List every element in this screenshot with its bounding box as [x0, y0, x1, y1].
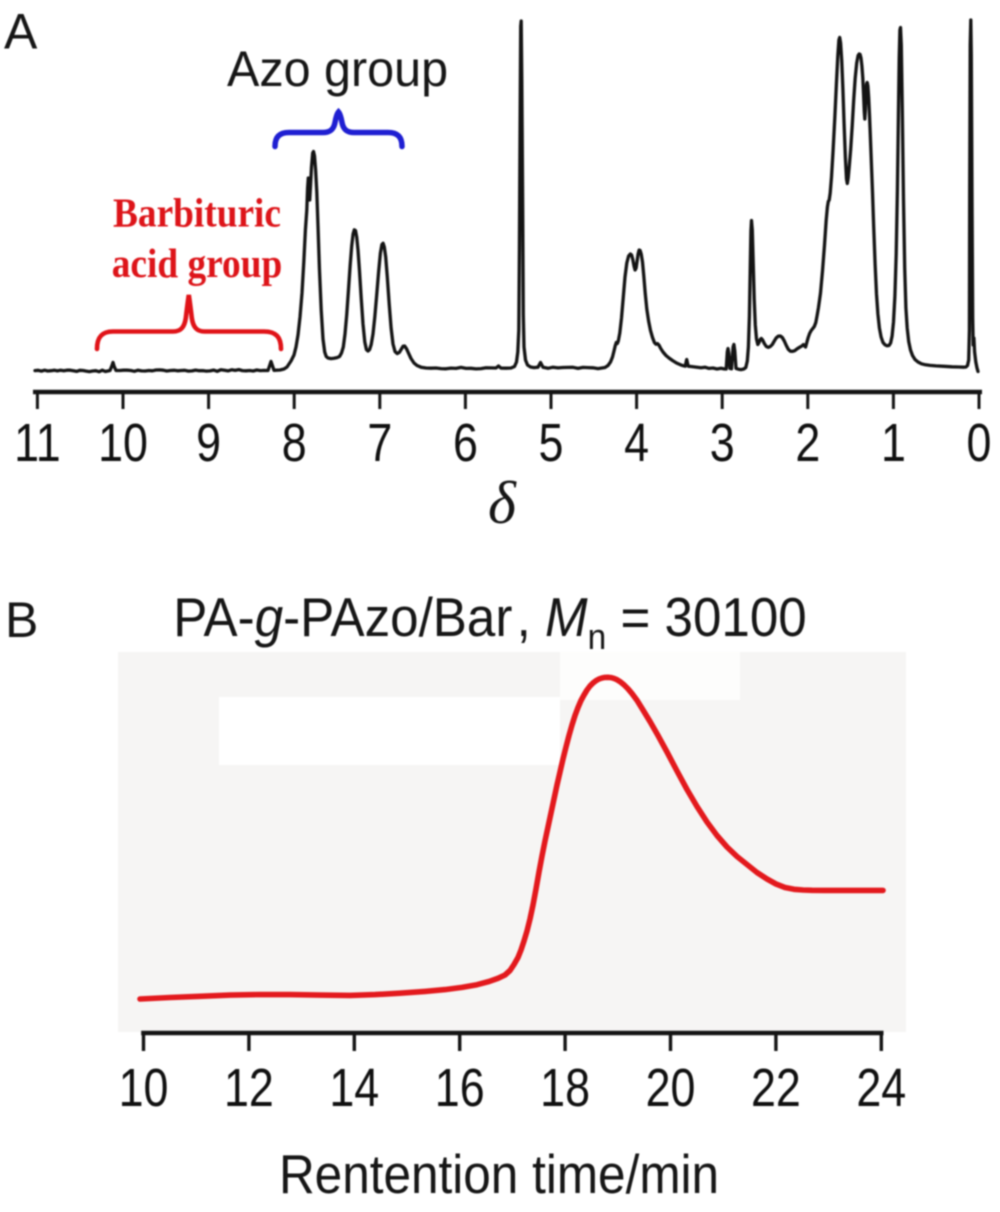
- svg-text:10: 10: [98, 412, 148, 473]
- svg-text:22: 22: [751, 1057, 801, 1118]
- svg-text:9: 9: [196, 412, 221, 473]
- svg-text:12: 12: [224, 1057, 274, 1118]
- svg-text:acid group: acid group: [112, 240, 282, 286]
- svg-text:PA-g-PAzo/Bar , Mn = 30100: PA-g-PAzo/Bar , Mn = 30100: [173, 587, 807, 657]
- svg-text:7: 7: [367, 412, 392, 473]
- svg-text:10: 10: [119, 1057, 169, 1118]
- svg-text:A: A: [4, 4, 38, 60]
- svg-text:4: 4: [624, 412, 649, 473]
- svg-text:20: 20: [646, 1057, 696, 1118]
- svg-text:16: 16: [435, 1057, 485, 1118]
- svg-text:1: 1: [881, 412, 906, 473]
- svg-text:6: 6: [453, 412, 478, 473]
- svg-text:Rentention time/min: Rentention time/min: [279, 1145, 719, 1206]
- svg-text:B: B: [5, 592, 38, 648]
- svg-text:δ: δ: [488, 470, 517, 536]
- svg-text:8: 8: [282, 412, 307, 473]
- svg-text:5: 5: [539, 412, 564, 473]
- svg-text:Barbituric: Barbituric: [113, 190, 281, 236]
- svg-text:Azo group: Azo group: [227, 41, 448, 97]
- svg-text:11: 11: [14, 412, 61, 473]
- svg-text:2: 2: [795, 412, 820, 473]
- svg-text:3: 3: [710, 412, 735, 473]
- svg-text:14: 14: [329, 1057, 379, 1118]
- svg-text:0: 0: [967, 412, 992, 473]
- svg-text:18: 18: [540, 1057, 590, 1118]
- svg-text:24: 24: [856, 1057, 906, 1118]
